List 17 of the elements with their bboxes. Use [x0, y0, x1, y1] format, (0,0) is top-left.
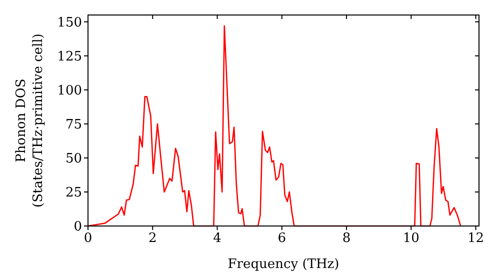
x-tick-label: 0	[84, 231, 92, 246]
x-tick-label: 4	[213, 231, 222, 246]
x-tick-label: 8	[342, 231, 351, 246]
x-axis-title: Frequency (THz)	[228, 257, 340, 272]
y-tick-label: 75	[65, 117, 82, 132]
x-tick-label: 12	[467, 231, 484, 246]
x-tick-label: 2	[148, 231, 157, 246]
y-axis-title: Phonon DOS (States/THz·primitive cell)	[14, 33, 46, 208]
line-series	[87, 25, 462, 227]
x-tick-label: 10	[402, 231, 420, 246]
y-tick-label: 25	[65, 186, 82, 201]
y-tick-label: 0	[74, 220, 82, 235]
x-tick-label: 6	[278, 231, 286, 246]
y-tick-label: 100	[57, 83, 82, 98]
y-tick-label: 50	[65, 151, 82, 166]
y-tick-label: 150	[57, 15, 82, 30]
y-tick-label: 125	[57, 49, 82, 64]
